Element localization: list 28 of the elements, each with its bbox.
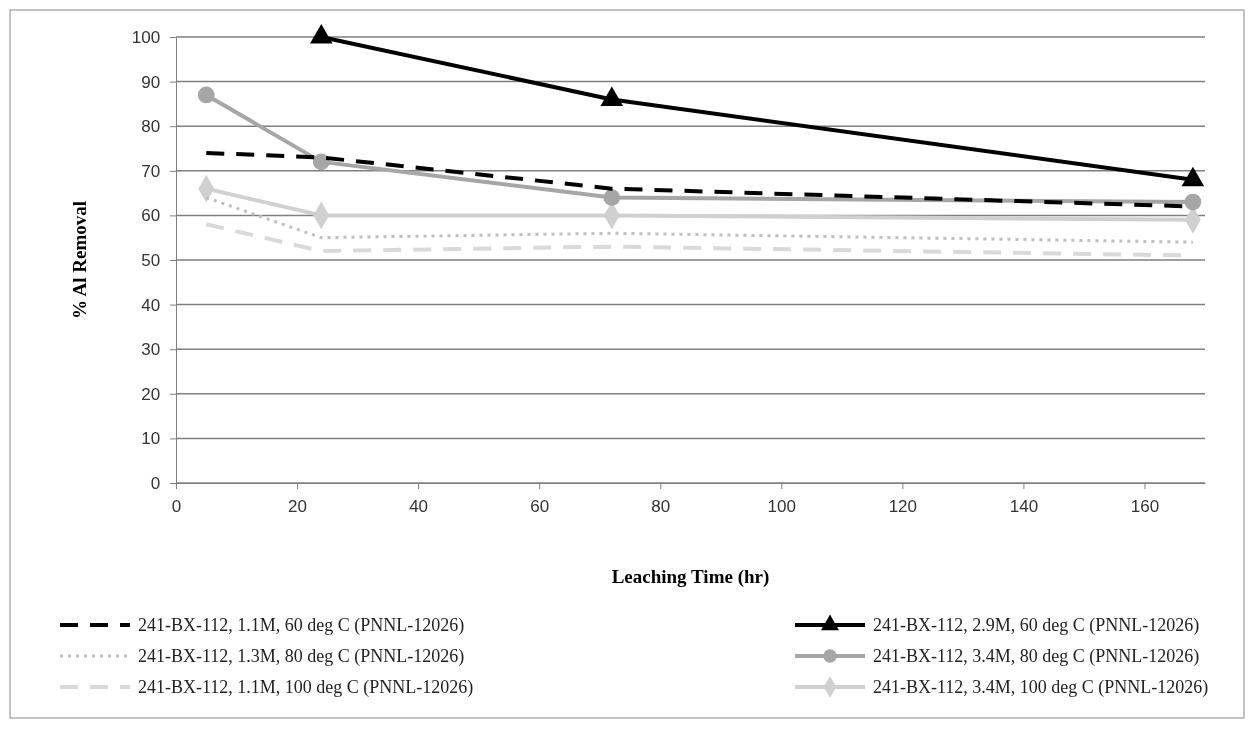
legend-label: 241-BX-112, 3.4M, 80 deg C (PNNL-12026) (873, 646, 1200, 667)
y-tick-label: 20 (141, 384, 161, 404)
x-tick-label: 160 (1130, 497, 1160, 517)
y-tick-label: 60 (141, 206, 161, 226)
legend-label: 241-BX-112, 1.3M, 80 deg C (PNNL-12026) (138, 646, 465, 667)
y-tick-label: 10 (141, 429, 161, 449)
x-tick-label: 140 (1009, 497, 1039, 517)
y-tick-label: 70 (141, 161, 161, 181)
y-tick-label: 50 (141, 250, 161, 270)
y-tick-label: 0 (150, 473, 161, 493)
x-tick-label: 20 (288, 497, 308, 517)
legend-label: 241-BX-112, 2.9M, 60 deg C (PNNL-12026) (873, 615, 1200, 636)
y-tick-label: 90 (141, 72, 161, 92)
x-axis-title: Leaching Time (hr) (611, 566, 770, 588)
y-tick-label: 100 (131, 27, 161, 47)
y-tick-label: 30 (141, 340, 161, 360)
x-tick-label: 120 (888, 497, 918, 517)
legend-label: 241-BX-112, 1.1M, 60 deg C (PNNL-12026) (138, 615, 465, 636)
y-tick-label: 80 (141, 117, 161, 137)
x-tick-label: 40 (409, 497, 429, 517)
y-axis-title: % Al Removal (69, 200, 90, 320)
y-tick-label: 40 (141, 295, 161, 315)
x-tick-label: 60 (530, 497, 550, 517)
x-tick-label: 80 (651, 497, 671, 517)
legend-label: 241-BX-112, 1.1M, 100 deg C (PNNL-12026) (138, 677, 474, 698)
legend-label: 241-BX-112, 3.4M, 100 deg C (PNNL-12026) (873, 677, 1209, 698)
x-tick-label: 100 (767, 497, 796, 517)
x-tick-label: 0 (171, 497, 182, 517)
